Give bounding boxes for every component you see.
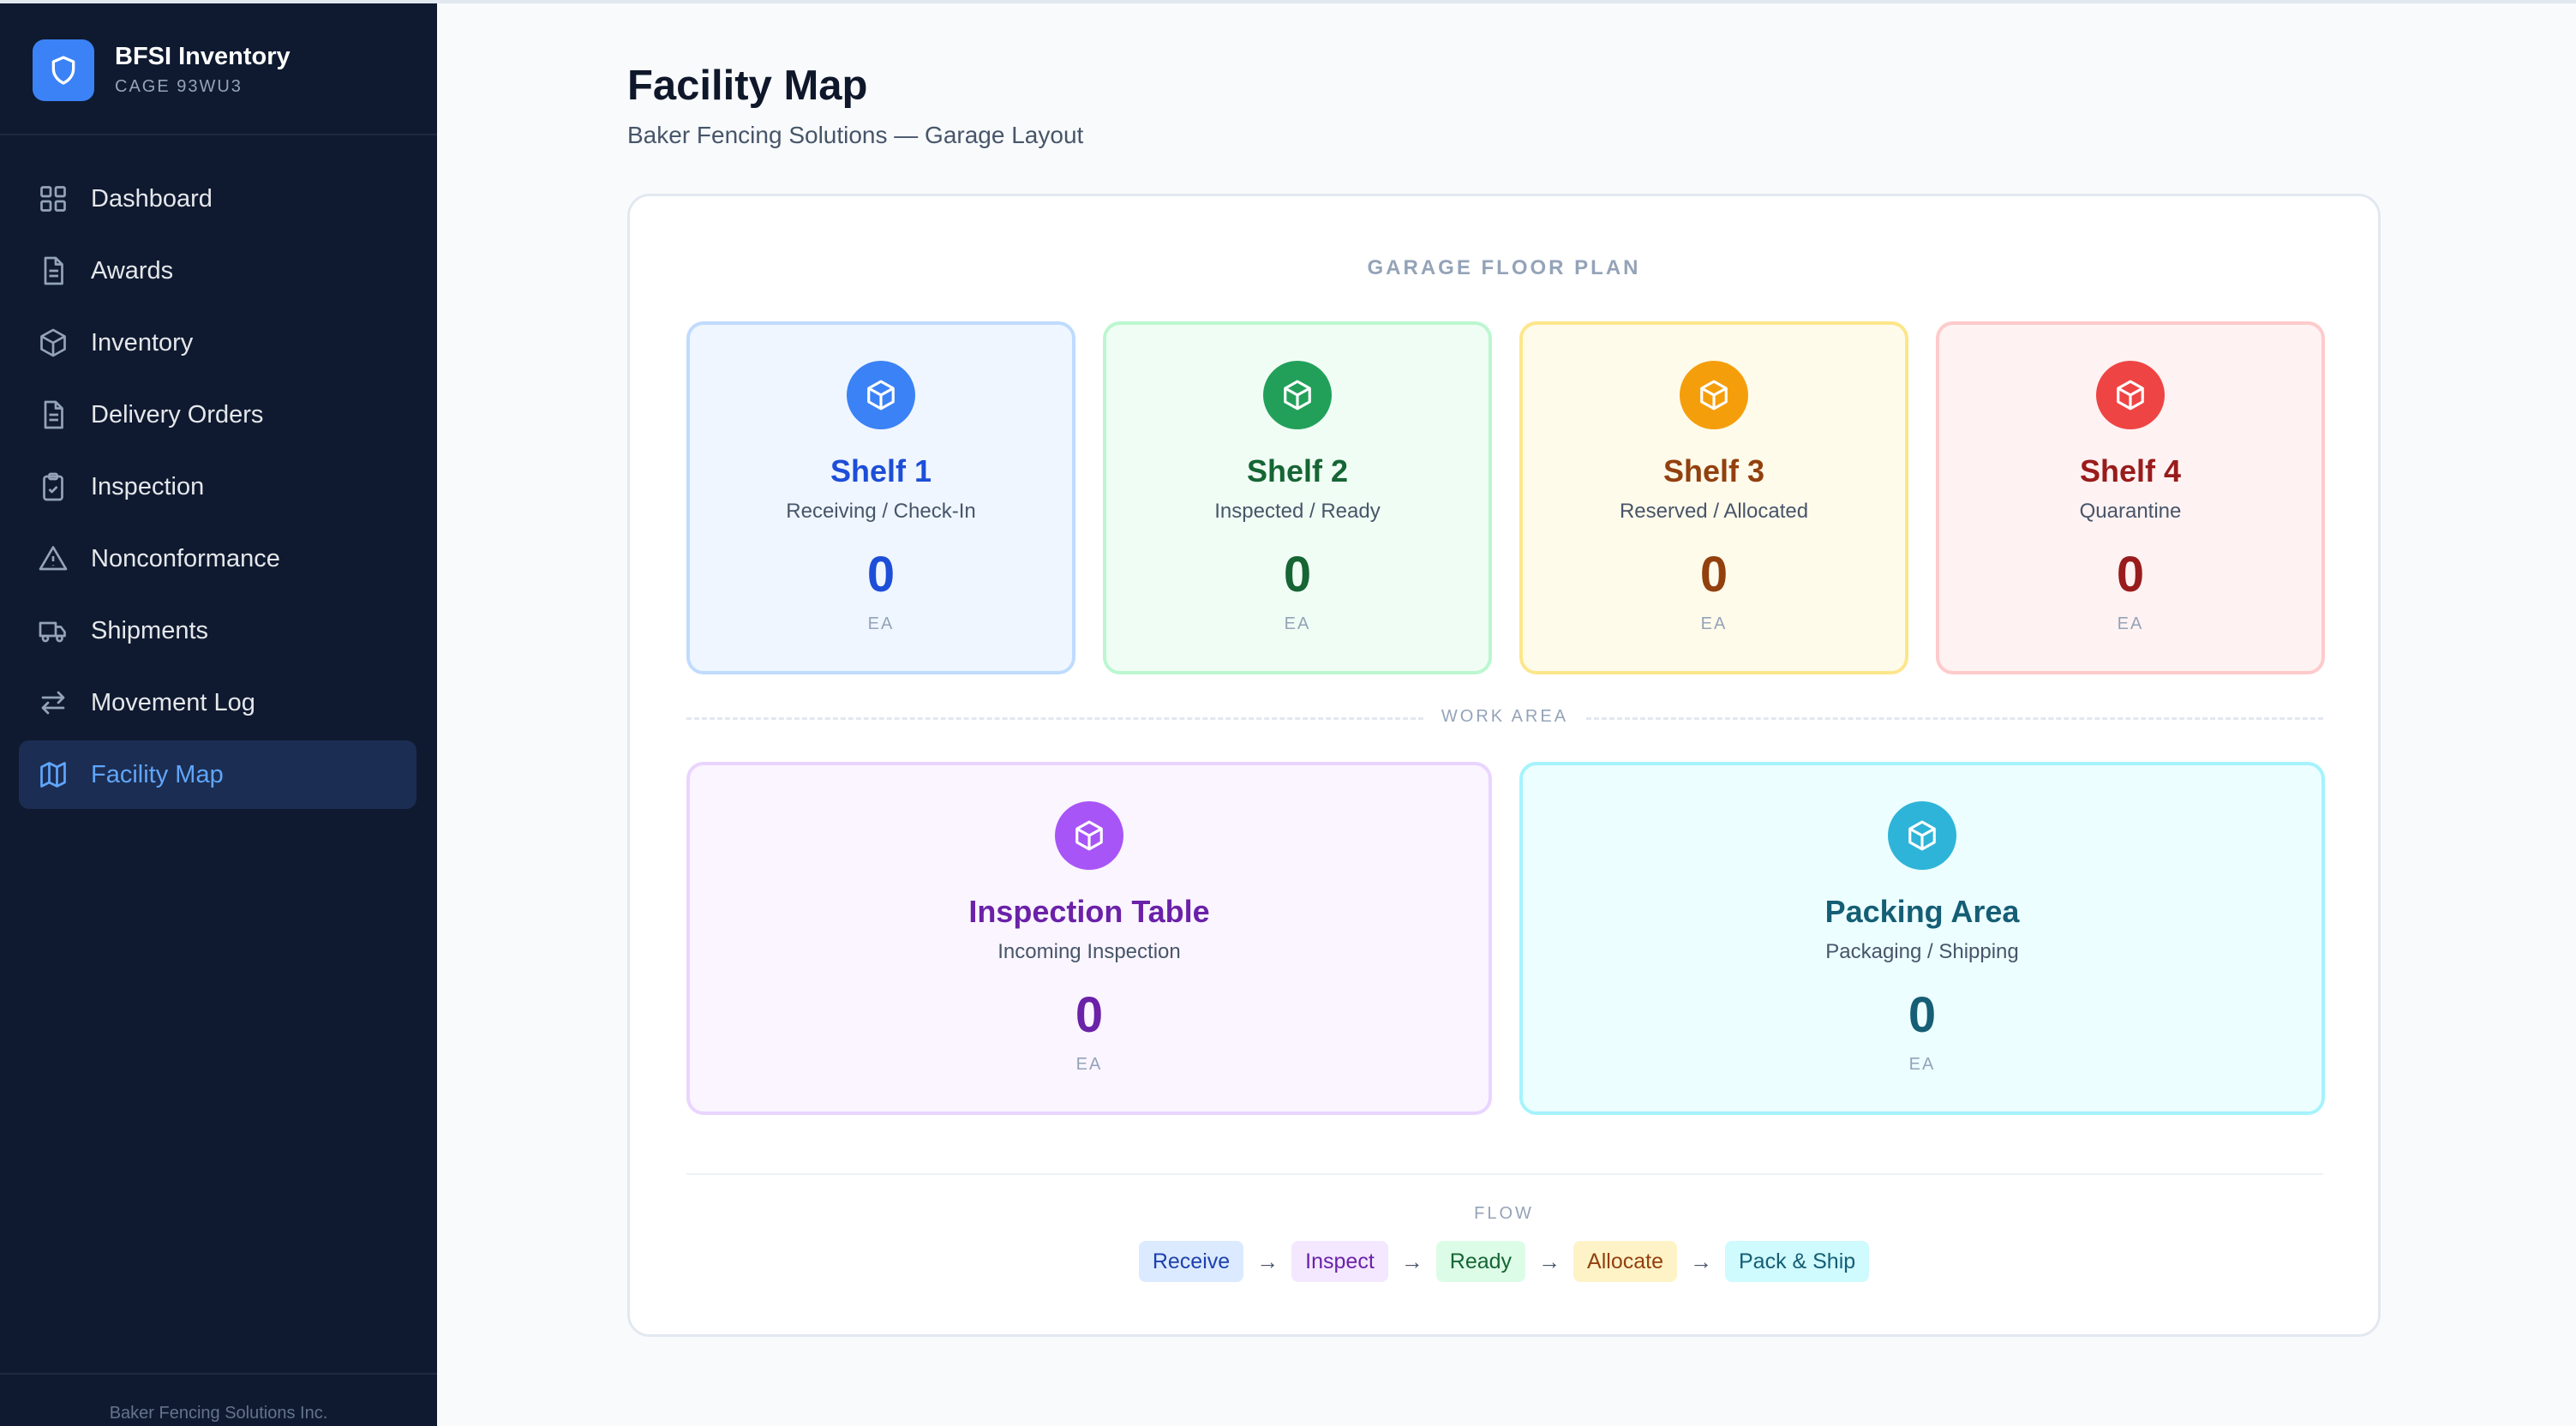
shield-icon bbox=[33, 39, 94, 101]
sidebar-item-awards[interactable]: Awards bbox=[19, 237, 416, 305]
warning-triangle-icon bbox=[39, 546, 68, 571]
zone-count: 0 bbox=[866, 547, 896, 602]
zone-title: Inspection Table bbox=[968, 894, 1210, 929]
box-icon bbox=[40, 328, 66, 357]
sidebar-item-shipments[interactable]: Shipments bbox=[19, 596, 416, 665]
divider-line bbox=[1586, 717, 2323, 720]
box-icon bbox=[1888, 801, 1956, 870]
shelf-4-zone[interactable]: Shelf 4 Quarantine 0 EA bbox=[1936, 321, 2325, 674]
document-icon bbox=[44, 400, 63, 429]
box-icon bbox=[1263, 361, 1332, 429]
floor-plan-panel: GARAGE FLOOR PLAN Shelf 1 Receiving / Ch… bbox=[627, 194, 2381, 1337]
brand-header: BFSI Inventory CAGE 93WU3 bbox=[0, 0, 437, 135]
zone-count: 0 bbox=[1283, 547, 1312, 602]
zone-subtitle: Inspected / Ready bbox=[1214, 500, 1381, 523]
zone-unit: EA bbox=[1908, 1055, 1936, 1074]
zone-subtitle: Reserved / Allocated bbox=[1619, 500, 1809, 523]
cage-code: CAGE 93WU3 bbox=[115, 77, 243, 96]
zone-subtitle: Receiving / Check-In bbox=[786, 500, 976, 523]
flow-separator bbox=[686, 1173, 2323, 1175]
zone-count: 0 bbox=[2116, 547, 2145, 602]
work-area-label: WORK AREA bbox=[1441, 707, 1569, 726]
sidebar-footer: Baker Fencing Solutions Inc. bbox=[0, 1373, 437, 1426]
sidebar-item-label: Nonconformance bbox=[91, 545, 280, 572]
packing-area-zone[interactable]: Packing Area Packaging / Shipping 0 EA bbox=[1519, 762, 2325, 1115]
sidebar-item-movement-log[interactable]: Movement Log bbox=[19, 668, 416, 737]
zone-title: Shelf 4 bbox=[2079, 453, 2182, 488]
zone-unit: EA bbox=[1075, 1055, 1103, 1074]
sidebar-item-dashboard[interactable]: Dashboard bbox=[19, 165, 416, 233]
flow-steps: Receive → Inspect → Ready → Allocate → P… bbox=[630, 1240, 2378, 1283]
shelf-1-zone[interactable]: Shelf 1 Receiving / Check-In 0 EA bbox=[686, 321, 1075, 674]
floor-plan-heading: GARAGE FLOOR PLAN bbox=[1367, 256, 1641, 279]
flow-step-pack-ship: Pack & Ship bbox=[1724, 1241, 1870, 1282]
sidebar-item-nonconformance[interactable]: Nonconformance bbox=[19, 524, 416, 593]
map-icon bbox=[40, 762, 66, 788]
inspection-table-zone[interactable]: Inspection Table Incoming Inspection 0 E… bbox=[686, 762, 1492, 1115]
arrow-right-icon: → bbox=[1538, 1248, 1561, 1274]
arrow-right-icon: → bbox=[1689, 1248, 1712, 1274]
arrows-swap-icon bbox=[41, 691, 65, 715]
page-subtitle: Baker Fencing Solutions — Garage Layout bbox=[627, 122, 1084, 148]
flow-label: FLOW bbox=[1474, 1204, 1534, 1223]
sidebar-item-facility-map[interactable]: Facility Map bbox=[19, 740, 416, 809]
zone-unit: EA bbox=[1700, 614, 1728, 633]
zone-unit: EA bbox=[867, 614, 895, 633]
zone-unit: EA bbox=[2117, 614, 2144, 633]
zone-count: 0 bbox=[1699, 547, 1728, 602]
flow-step-inspect: Inspect bbox=[1291, 1241, 1388, 1282]
sidebar-item-label: Movement Log bbox=[91, 689, 255, 716]
dashboard-grid-icon bbox=[40, 186, 66, 212]
zone-count: 0 bbox=[1075, 987, 1104, 1043]
shelf-3-zone[interactable]: Shelf 3 Reserved / Allocated 0 EA bbox=[1519, 321, 1908, 674]
box-icon bbox=[1055, 801, 1123, 870]
zone-title: Shelf 2 bbox=[1246, 453, 1349, 488]
sidebar-item-inspection[interactable]: Inspection bbox=[19, 452, 416, 521]
box-icon bbox=[847, 361, 915, 429]
divider-line bbox=[686, 717, 1423, 720]
app-name: BFSI Inventory bbox=[115, 43, 291, 70]
sidebar-item-delivery-orders[interactable]: Delivery Orders bbox=[19, 380, 416, 449]
zone-subtitle: Quarantine bbox=[2079, 500, 2182, 523]
box-icon bbox=[2096, 361, 2165, 429]
shelf-2-zone[interactable]: Shelf 2 Inspected / Ready 0 EA bbox=[1103, 321, 1492, 674]
arrow-right-icon: → bbox=[1256, 1248, 1279, 1274]
zone-subtitle: Packaging / Shipping bbox=[1825, 940, 2019, 963]
arrow-right-icon: → bbox=[1400, 1248, 1423, 1274]
flow-step-allocate: Allocate bbox=[1573, 1241, 1677, 1282]
sidebar-item-label: Awards bbox=[91, 257, 174, 285]
top-border bbox=[0, 0, 2576, 3]
flow-step-receive: Receive bbox=[1138, 1241, 1244, 1282]
document-icon bbox=[44, 256, 63, 285]
zone-title: Shelf 1 bbox=[830, 453, 932, 488]
page-title: Facility Map bbox=[627, 63, 868, 109]
sidebar-item-label: Facility Map bbox=[91, 761, 224, 788]
zone-title: Shelf 3 bbox=[1662, 453, 1765, 488]
company-name: Baker Fencing Solutions Inc. bbox=[109, 1404, 328, 1423]
zone-title: Packing Area bbox=[1824, 894, 2020, 929]
sidebar-item-label: Inventory bbox=[91, 329, 194, 356]
sidebar: BFSI Inventory CAGE 93WU3 Dashboard Awar… bbox=[0, 0, 437, 1426]
sidebar-item-label: Delivery Orders bbox=[91, 401, 264, 428]
sidebar-item-label: Inspection bbox=[91, 473, 205, 500]
zone-unit: EA bbox=[1284, 614, 1311, 633]
box-icon bbox=[1680, 361, 1748, 429]
zone-subtitle: Incoming Inspection bbox=[997, 940, 1181, 963]
clipboard-check-icon bbox=[43, 472, 63, 501]
sidebar-item-label: Shipments bbox=[91, 617, 209, 644]
sidebar-item-inventory[interactable]: Inventory bbox=[19, 309, 416, 377]
flow-step-ready: Ready bbox=[1435, 1241, 1526, 1282]
zone-count: 0 bbox=[1908, 987, 1937, 1043]
truck-icon bbox=[39, 621, 66, 643]
sidebar-item-label: Dashboard bbox=[91, 185, 213, 213]
